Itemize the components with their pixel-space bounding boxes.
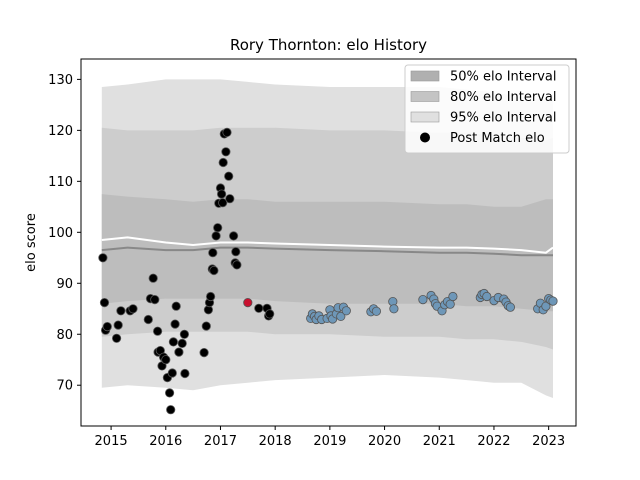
x-tick-label: 2015: [95, 434, 128, 449]
mean-line: [101, 236, 554, 254]
data-point-later: [445, 299, 455, 309]
y-tick-label: 70: [56, 379, 73, 394]
data-point-early: [222, 127, 232, 137]
legend-label: 50% elo Interval: [450, 70, 557, 85]
data-point-early: [209, 265, 219, 276]
data-point-later: [448, 291, 458, 302]
data-point-early: [201, 321, 211, 331]
band-50-interval: [101, 194, 554, 312]
legend-swatch: [410, 91, 440, 102]
chart-title: Rory Thornton: elo History: [230, 36, 427, 54]
y-tick-label: 90: [56, 277, 73, 292]
data-point-early: [113, 320, 123, 330]
x-tick-label: 2020: [368, 434, 401, 449]
data-point-early: [166, 405, 176, 415]
data-point-early: [225, 194, 235, 204]
x-tick-label: 2021: [423, 434, 456, 449]
y-tick-label: 130: [48, 73, 73, 88]
data-point-early: [229, 231, 239, 241]
data-point-early: [143, 314, 153, 325]
data-point-early: [232, 260, 242, 270]
data-point-early: [99, 297, 110, 308]
x-tick-label: 2018: [259, 434, 292, 449]
data-point-later: [341, 306, 351, 316]
legend-swatch: [410, 70, 440, 82]
data-point-early: [206, 291, 216, 302]
data-point-later: [418, 294, 428, 305]
data-point-later: [389, 304, 399, 314]
data-point-later: [505, 302, 515, 312]
data-point-early: [153, 326, 163, 336]
data-point-early: [218, 198, 228, 208]
data-point-early: [217, 189, 227, 199]
y-tick-label: 80: [56, 328, 73, 343]
data-point-early: [116, 306, 126, 316]
data-point-early: [224, 171, 234, 181]
x-tick-label: 2019: [313, 434, 346, 449]
data-point-early: [199, 347, 209, 358]
y-tick-label: 120: [48, 124, 73, 139]
data-point-early: [265, 309, 275, 319]
plot-frame: [80, 58, 577, 427]
data-point-early: [231, 247, 241, 257]
legend-label: 80% elo Interval: [450, 90, 557, 105]
legend-swatch: [410, 111, 440, 123]
data-point-early: [213, 223, 223, 233]
x-tick-label: 2023: [532, 434, 565, 449]
data-point-early: [177, 338, 187, 348]
data-point-early: [218, 157, 228, 168]
data-point-early: [98, 253, 108, 263]
legend-label: Post Match elo: [450, 131, 545, 146]
data-point-early: [211, 231, 221, 241]
data-point-early: [150, 294, 160, 305]
data-point-early: [170, 319, 180, 329]
data-point-early: [168, 337, 178, 347]
median-line: [101, 246, 553, 257]
data-point-early: [165, 388, 175, 398]
y-tick-label: 110: [48, 175, 73, 190]
data-point-early: [208, 248, 218, 258]
data-point-early: [167, 368, 177, 378]
data-point-early: [180, 368, 190, 379]
y-tick-label: 100: [48, 226, 73, 241]
data-point-early: [112, 333, 122, 343]
x-tick-label: 2017: [204, 434, 237, 449]
data-point-early: [161, 355, 171, 365]
data-point-early: [171, 301, 181, 311]
x-tick-label: 2022: [477, 434, 510, 449]
data-point-early: [128, 304, 138, 314]
data-point-later: [548, 296, 558, 306]
y-axis-label: elo score: [24, 213, 39, 272]
data-point-later: [371, 306, 381, 316]
data-point-highlight: [243, 297, 253, 308]
data-point-early: [221, 147, 231, 157]
data-point-early: [179, 329, 189, 339]
data-point-early: [254, 303, 264, 313]
legend: 50% elo Interval 80% elo Interval 95% elo …: [404, 64, 570, 154]
legend-marker: [420, 132, 430, 143]
data-point-later: [482, 291, 492, 302]
data-point-early: [148, 273, 158, 283]
legend-label: 95% elo Interval: [450, 111, 557, 126]
data-point-later: [336, 311, 346, 321]
legend-box: [404, 64, 570, 154]
data-point-early: [174, 347, 184, 357]
x-tick-label: 2016: [149, 434, 182, 449]
data-point-early: [102, 321, 112, 332]
